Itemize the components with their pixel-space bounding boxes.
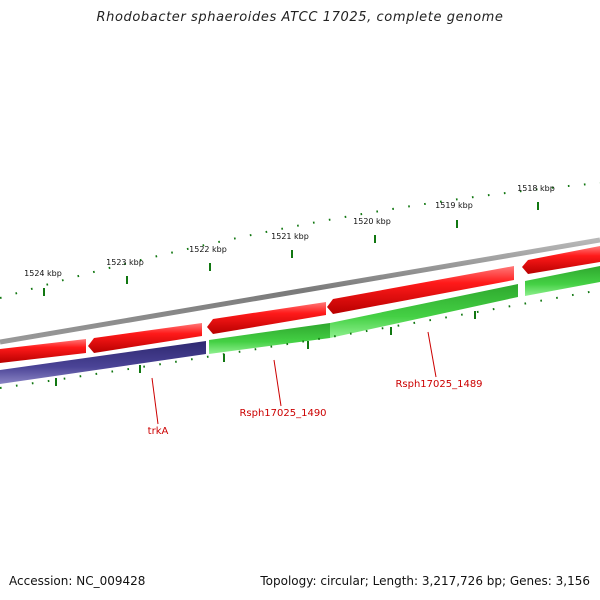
tick-label: 1520 kbp <box>353 217 391 226</box>
tick-1521: 1521 kbp <box>271 232 309 258</box>
genome-backbone <box>0 237 600 345</box>
map-title: Rhodobacter sphaeroides ATCC 17025, comp… <box>96 10 504 25</box>
tick-1522: 1522 kbp <box>189 245 227 271</box>
tick-label: 1521 kbp <box>271 232 309 241</box>
tick-1524: 1524 kbp <box>24 269 62 296</box>
scale-ticks: 1524 kbp 1523 kbp 1522 kbp 1521 kbp 1520… <box>24 184 555 296</box>
reverse-gene-trkA[interactable] <box>0 341 206 384</box>
tick-label: 1523 kbp <box>106 258 144 267</box>
tick-1519: 1519 kbp <box>435 201 473 228</box>
gene-label-Rsph17025_1490: Rsph17025_1490 <box>239 408 326 419</box>
forward-gene-2[interactable] <box>88 323 202 353</box>
gene-labels: trkA Rsph17025_1490 Rsph17025_1489 <box>148 331 483 437</box>
forward-gene-1[interactable] <box>0 339 86 363</box>
forward-gene-3[interactable] <box>207 302 326 334</box>
genome-summary-text: Topology: circular; Length: 3,217,726 bp… <box>260 574 590 588</box>
forward-strand <box>0 246 600 363</box>
tick-1518: 1518 kbp <box>517 184 555 210</box>
forward-gene-5[interactable] <box>522 246 600 274</box>
tick-label: 1519 kbp <box>435 201 473 210</box>
accession-text: Accession: NC_009428 <box>9 574 146 588</box>
gene-label-trkA: trkA <box>148 426 169 437</box>
tick-1523: 1523 kbp <box>106 258 144 284</box>
reverse-strand <box>0 266 600 384</box>
tick-label: 1522 kbp <box>189 245 227 254</box>
inner-major-ticks <box>55 311 476 386</box>
gene-label-Rsph17025_1489: Rsph17025_1489 <box>395 379 482 390</box>
reverse-gene-Rsph17025_1490[interactable] <box>209 323 330 354</box>
tick-1520: 1520 kbp <box>353 217 391 243</box>
reverse-gene-Rsph17025_1489[interactable] <box>330 284 518 338</box>
tick-label: 1518 kbp <box>517 184 555 193</box>
reverse-gene-4[interactable] <box>525 266 600 296</box>
tick-label: 1524 kbp <box>24 269 62 278</box>
forward-gene-4[interactable] <box>327 266 514 314</box>
